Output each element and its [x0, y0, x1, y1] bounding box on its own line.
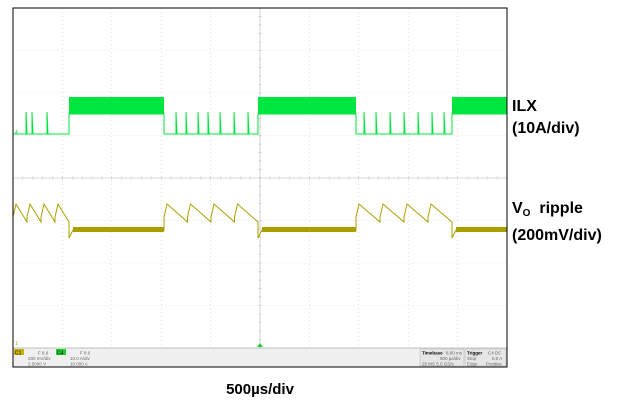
timebase-label: Timebase	[422, 351, 443, 356]
vo-ripple-band	[73, 227, 164, 232]
c1-top: F 8.0	[38, 351, 49, 356]
ilx-scale: (10A/div)	[512, 120, 580, 137]
vo-ground-marker: 1	[15, 341, 18, 347]
trigger-box: Trigger C4 DC Stop 0.0 A Edge Positive	[464, 348, 507, 367]
ilx-switching-burst	[69, 97, 164, 114]
trigger-label: Trigger	[467, 351, 483, 356]
timebase-div: 500 µs/div	[440, 356, 461, 361]
channel-4-box: C4 F 8.0 10.0 A/div 10.000 A	[56, 349, 91, 367]
ilx-label: ILX (10A/div)	[512, 96, 580, 140]
vo-ripple-trace	[12, 202, 507, 239]
trigger-edge: Edge	[467, 362, 478, 367]
timebase-box: Timebase 8.00 ms 500 µs/div 25 MS 5.0 GS…	[419, 348, 465, 367]
trigger-slope: Positive	[486, 362, 502, 367]
trigger-position-marker	[257, 343, 263, 347]
time-scale-label: 500µs/div	[226, 381, 294, 398]
trigger-level: 0.0 A	[492, 356, 502, 361]
scope-frame	[12, 7, 508, 368]
c1-tag: C1	[15, 351, 22, 357]
ilx-name: ILX	[512, 98, 537, 115]
timebase-rate: 25 MS 5.0 GS/s	[422, 362, 455, 367]
scope-traces	[12, 97, 507, 239]
ilx-switching-burst	[452, 97, 507, 114]
vo-ripple-word: ripple	[530, 200, 583, 217]
channel-1-box: C1 F 8.0 200 mV/div 2.5000 V	[14, 349, 51, 367]
vo-ripple-band	[456, 227, 507, 232]
scope-grid	[12, 7, 508, 349]
c1-scale: 200 mV/div	[28, 356, 51, 361]
vo-scale: (200mV/div)	[512, 227, 602, 244]
vo-ripple-label: VO ripple (200mV/div)	[512, 198, 602, 247]
vo-letter: V	[512, 200, 523, 217]
c4-offset: 10.000 A	[70, 362, 88, 367]
ilx-ground-marker: 4	[15, 130, 18, 136]
c4-scale: 10.0 A/div	[70, 356, 91, 361]
timebase-value: 8.00 ms	[446, 351, 463, 356]
c1-offset: 2.5000 V	[28, 362, 46, 367]
trigger-mode: Stop	[467, 356, 477, 361]
ilx-switching-burst	[258, 97, 356, 114]
c4-top: F 8.0	[80, 351, 91, 356]
vo-subscript: O	[522, 208, 531, 219]
trigger-value: C4 DC	[488, 351, 502, 356]
vo-ripple-name: VO ripple	[512, 198, 602, 225]
vo-ripple-band	[262, 227, 356, 232]
ilx-trace	[13, 111, 507, 135]
c4-tag: C4	[57, 351, 64, 357]
